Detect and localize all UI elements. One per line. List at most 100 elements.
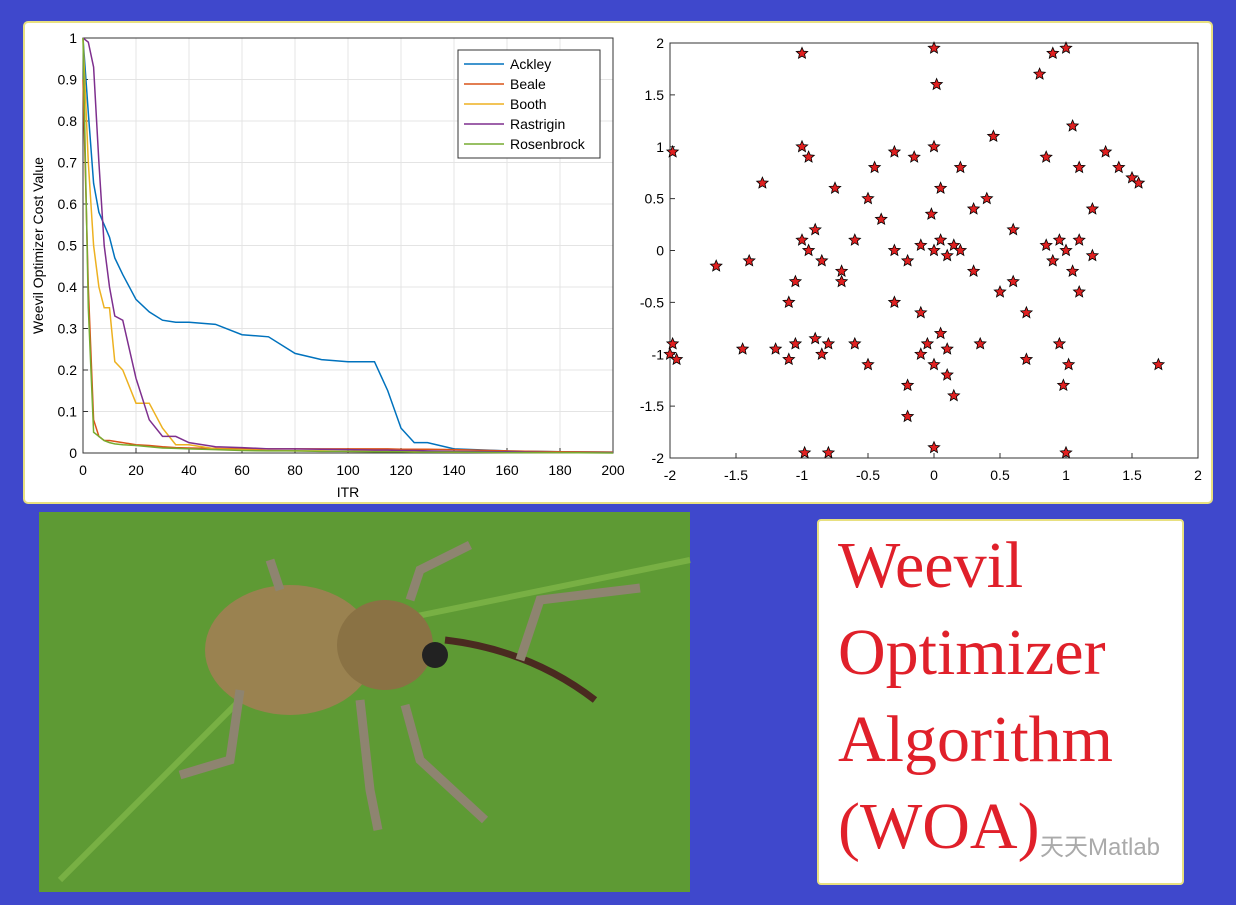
x-tick-label: -1.5 xyxy=(724,467,748,483)
point xyxy=(993,284,1007,298)
point xyxy=(797,445,812,459)
point xyxy=(665,336,680,350)
y-tick-label: -1 xyxy=(652,346,665,362)
point xyxy=(1085,201,1100,215)
title-line: Algorithm xyxy=(838,703,1113,776)
point xyxy=(782,352,796,366)
point xyxy=(861,357,875,371)
point xyxy=(1019,305,1034,319)
x-tick-label: 40 xyxy=(181,462,197,478)
point xyxy=(1046,46,1060,60)
x-tick-label: 100 xyxy=(336,462,360,478)
y-tick-label: 0.7 xyxy=(58,155,78,171)
point xyxy=(1032,67,1047,80)
x-tick-label: 200 xyxy=(601,462,625,478)
point xyxy=(861,191,875,205)
x-tick-label: 0 xyxy=(79,462,87,478)
point xyxy=(801,150,816,163)
point xyxy=(1072,284,1086,298)
point xyxy=(1056,378,1071,392)
chart-panel xyxy=(23,21,1213,504)
x-tick-label: 160 xyxy=(495,462,519,478)
point xyxy=(795,46,809,60)
point xyxy=(986,129,1001,143)
x-tick-label: 180 xyxy=(548,462,572,478)
point xyxy=(735,342,750,355)
y-tick-label: 1 xyxy=(656,139,664,155)
y-tick-label: 0 xyxy=(656,243,664,259)
y-tick-label: 0.9 xyxy=(58,72,78,88)
y-tick-label: 0.5 xyxy=(58,238,78,254)
point xyxy=(1061,357,1076,371)
x-tick-label: 1.5 xyxy=(1122,467,1142,483)
x-tick-label: 0.5 xyxy=(990,467,1010,483)
point xyxy=(947,238,961,252)
point xyxy=(1085,248,1100,262)
point xyxy=(933,181,948,194)
line xyxy=(82,37,613,454)
x-tick-label: 2 xyxy=(1194,467,1202,483)
y-tick-label: -1.5 xyxy=(640,398,664,414)
point xyxy=(1039,150,1053,163)
legend-label: Rastrigin xyxy=(510,116,565,132)
point xyxy=(834,264,849,277)
point xyxy=(742,253,756,267)
x-tick-label: 80 xyxy=(287,462,303,478)
legend-label: Ackley xyxy=(510,56,551,72)
point xyxy=(1065,118,1080,132)
point xyxy=(1151,357,1166,371)
x-tick-label: 60 xyxy=(234,462,250,478)
point xyxy=(914,305,928,319)
point xyxy=(907,150,921,163)
point xyxy=(966,264,981,277)
point xyxy=(663,347,677,360)
x-tick-label: -1 xyxy=(796,467,809,483)
y-tick-label: 1.5 xyxy=(645,87,665,103)
legend-label: Beale xyxy=(510,76,546,92)
point xyxy=(1112,160,1126,174)
point xyxy=(1065,264,1080,277)
point xyxy=(815,347,829,360)
point xyxy=(815,253,829,267)
title-line: Weevil xyxy=(838,529,1023,602)
point xyxy=(788,336,803,350)
point xyxy=(1098,144,1113,158)
point xyxy=(669,352,684,366)
legend-label: Booth xyxy=(510,96,547,112)
point xyxy=(953,160,968,174)
point xyxy=(755,176,770,189)
y-tick-label: 0.4 xyxy=(58,279,78,295)
point xyxy=(940,342,954,355)
point xyxy=(947,388,961,402)
point xyxy=(914,238,928,252)
point xyxy=(709,259,723,272)
point xyxy=(900,378,915,392)
point xyxy=(940,248,954,262)
point xyxy=(933,233,948,246)
point xyxy=(887,295,902,309)
point xyxy=(1072,233,1086,246)
line xyxy=(82,37,614,453)
point xyxy=(1059,445,1073,459)
y-axis-label: Weevil Optimizer Cost Value xyxy=(30,157,46,334)
y-tick-label: 0.1 xyxy=(58,404,78,420)
y-tick-label: 0.3 xyxy=(58,321,78,337)
point xyxy=(927,357,941,371)
point xyxy=(927,41,941,54)
point xyxy=(940,367,954,381)
point xyxy=(1072,160,1086,174)
y-tick-label: 0.2 xyxy=(58,362,78,378)
point xyxy=(973,336,987,350)
x-tick-label: 0 xyxy=(930,467,938,483)
y-tick-label: 0.5 xyxy=(645,191,665,207)
y-tick-label: 2 xyxy=(656,35,664,51)
weevil-legs xyxy=(178,540,641,831)
title-box xyxy=(817,519,1184,885)
point xyxy=(848,336,862,350)
weevil-head xyxy=(337,600,433,690)
legend-label: Rosenbrock xyxy=(510,136,586,152)
point xyxy=(927,139,941,153)
point xyxy=(665,144,680,158)
weevil-eye xyxy=(422,642,448,668)
